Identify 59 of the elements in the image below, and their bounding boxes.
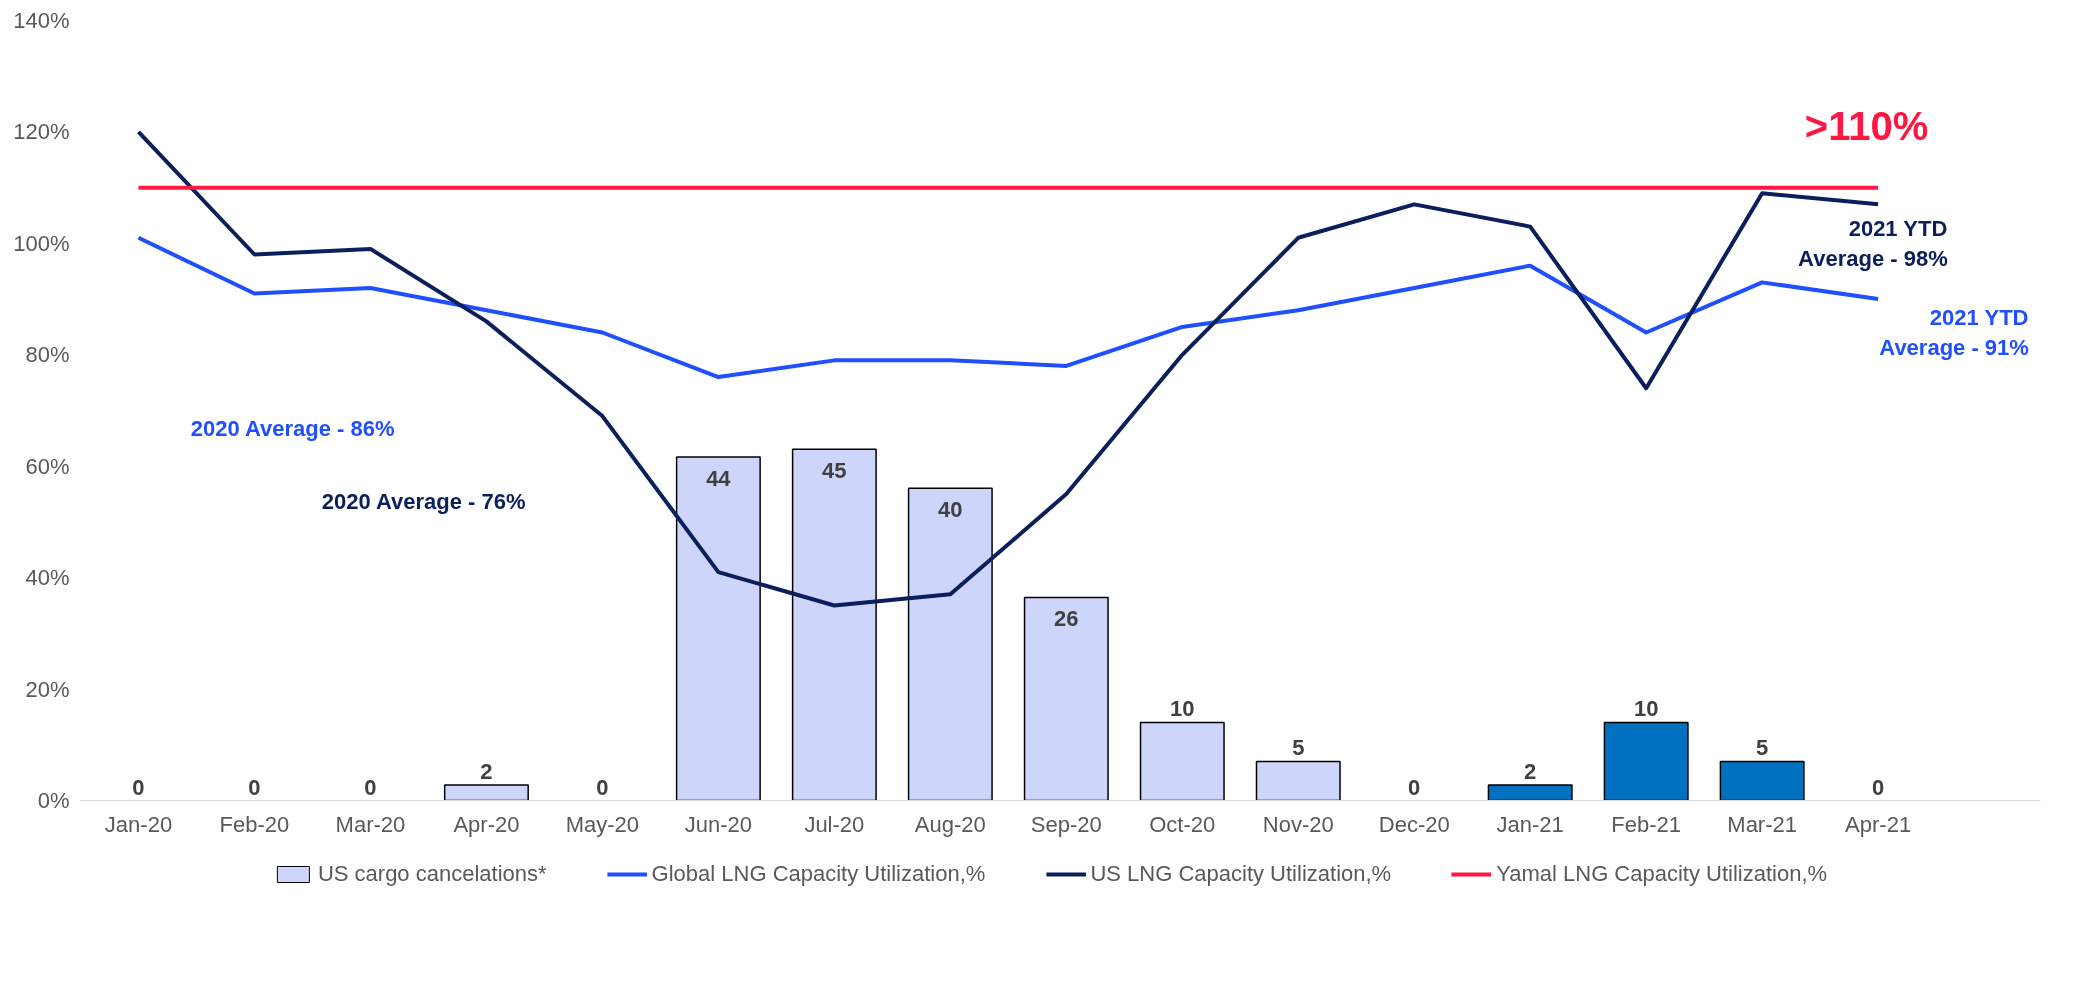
data-label: 44 [706, 465, 732, 491]
y-tick-label: 140% [13, 8, 70, 33]
x-tick-label: Aug-20 [914, 811, 986, 837]
x-tick-label: Feb-21 [1611, 811, 1682, 837]
data-label: 0 [132, 774, 145, 800]
x-tick-label: Jan-21 [1496, 811, 1564, 837]
x-tick-label: Jul-20 [804, 811, 865, 837]
bar [907, 487, 993, 801]
data-label: 0 [248, 774, 261, 800]
legend-label: US cargo cancelations* [317, 861, 547, 887]
x-tick-label: Jun-20 [684, 811, 753, 837]
y-tick-label: 80% [25, 342, 70, 368]
data-label: 10 [1633, 696, 1659, 722]
x-tick-label: Apr-20 [453, 811, 520, 837]
bar [443, 784, 529, 801]
bar [1023, 596, 1109, 801]
y-tick-label: 0% [37, 788, 70, 813]
x-tick-label: Dec-20 [1378, 811, 1450, 837]
data-label: 0 [364, 774, 377, 800]
bar [675, 456, 761, 801]
bar [1603, 721, 1689, 801]
data-label: 2 [1524, 758, 1537, 784]
bar [1255, 760, 1341, 801]
data-label: 45 [822, 458, 847, 484]
bar [1139, 721, 1225, 801]
data-label: 40 [938, 497, 963, 523]
x-tick-label: Mar-20 [335, 811, 406, 837]
y-tick-label: 100% [13, 230, 70, 256]
annotation: 2021 YTD Average - 98% [1798, 215, 1948, 271]
data-label: 5 [1756, 735, 1769, 761]
data-label: 10 [1170, 696, 1195, 722]
x-tick-label: Jan-20 [104, 811, 173, 837]
annotation: >110% [1804, 104, 1929, 149]
bar [1719, 760, 1805, 801]
legend-label: Global LNG Capacity Utilization,% [651, 861, 986, 887]
bar [1487, 784, 1573, 801]
annotation: 2021 YTD Average - 91% [1879, 304, 2029, 360]
x-tick-label: Sep-20 [1030, 811, 1102, 837]
data-label: 2 [480, 758, 493, 784]
bar [791, 448, 877, 801]
legend-label: Yamal LNG Capacity Utilization,% [1496, 861, 1828, 887]
annotation: 2020 Average - 86% [190, 416, 395, 442]
y-tick-label: 40% [25, 565, 70, 591]
data-label: 0 [1408, 774, 1421, 800]
x-tick-label: Oct-20 [1149, 811, 1216, 837]
data-label: 0 [596, 774, 609, 800]
annotation: 2020 Average - 76% [321, 488, 526, 514]
data-label: 0 [1872, 774, 1885, 800]
x-tick-label: Nov-20 [1262, 811, 1334, 837]
x-tick-label: Feb-20 [219, 811, 290, 837]
data-label: 26 [1054, 606, 1079, 632]
y-tick-label: 120% [13, 119, 70, 145]
x-tick-label: Apr-21 [1845, 811, 1912, 837]
data-label: 5 [1292, 735, 1305, 761]
legend-label: US LNG Capacity Utilization,% [1090, 861, 1392, 887]
x-tick-label: May-20 [565, 811, 640, 837]
y-tick-label: 60% [25, 453, 70, 479]
y-tick-label: 20% [25, 676, 70, 702]
x-tick-label: Mar-21 [1727, 811, 1797, 837]
